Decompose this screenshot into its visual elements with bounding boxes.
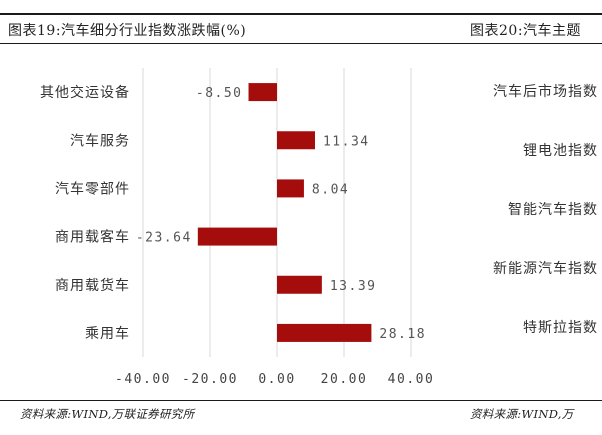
right-chart-title: 图表20:汽车主题 bbox=[470, 23, 582, 39]
right-category-label-4: 特斯拉指数 bbox=[523, 320, 598, 336]
header-top-rule bbox=[0, 13, 602, 15]
bar-3 bbox=[197, 227, 277, 246]
right-category-label-1: 锂电池指数 bbox=[523, 143, 598, 159]
value-label-5: 28.18 bbox=[379, 327, 426, 342]
left-source-note: 资料来源:WIND,万联证券研究所 bbox=[20, 407, 195, 421]
x-tick-label-3: 20.00 bbox=[321, 372, 368, 387]
value-label-3: -23.64 bbox=[136, 231, 192, 246]
header-bottom-rule bbox=[0, 43, 602, 44]
category-label-1: 汽车服务 bbox=[70, 132, 130, 149]
left-chart-title: 图表19:汽车细分行业指数涨跌幅(%) bbox=[8, 23, 247, 39]
right-source-note: 资料来源:WIND,万 bbox=[470, 407, 574, 421]
category-label-5: 乘用车 bbox=[85, 325, 130, 342]
x-tick-label-0: -40.00 bbox=[115, 372, 171, 387]
bar-1 bbox=[277, 131, 315, 150]
right-category-label-0: 汽车后市场指数 bbox=[493, 83, 598, 100]
category-label-4: 商用载货车 bbox=[55, 277, 130, 294]
x-tick-label-1: -20.00 bbox=[182, 372, 238, 387]
bar-2 bbox=[277, 179, 304, 198]
right-category-label-3: 新能源汽车指数 bbox=[493, 260, 598, 277]
value-label-4: 13.39 bbox=[330, 279, 377, 294]
category-label-2: 汽车零部件 bbox=[55, 180, 130, 197]
bar-5 bbox=[277, 323, 372, 342]
category-label-0: 其他交运设备 bbox=[40, 84, 130, 101]
value-label-0: -8.50 bbox=[196, 86, 243, 101]
x-tick-label-2: 0.00 bbox=[258, 372, 295, 387]
bar-0 bbox=[248, 83, 277, 102]
value-label-2: 8.04 bbox=[312, 182, 349, 197]
category-label-3: 商用载客车 bbox=[55, 229, 130, 246]
footer-rule bbox=[0, 400, 602, 401]
value-label-1: 11.34 bbox=[323, 134, 370, 149]
x-tick-label-4: 40.00 bbox=[388, 372, 435, 387]
right-category-label-2: 智能汽车指数 bbox=[508, 201, 598, 218]
bar-4 bbox=[277, 275, 322, 294]
industry-index-bar-chart: 其他交运设备 -8.50 汽车服务 11.34 汽车零部件 8.04 商用载客车 -23.64… bbox=[40, 68, 435, 387]
